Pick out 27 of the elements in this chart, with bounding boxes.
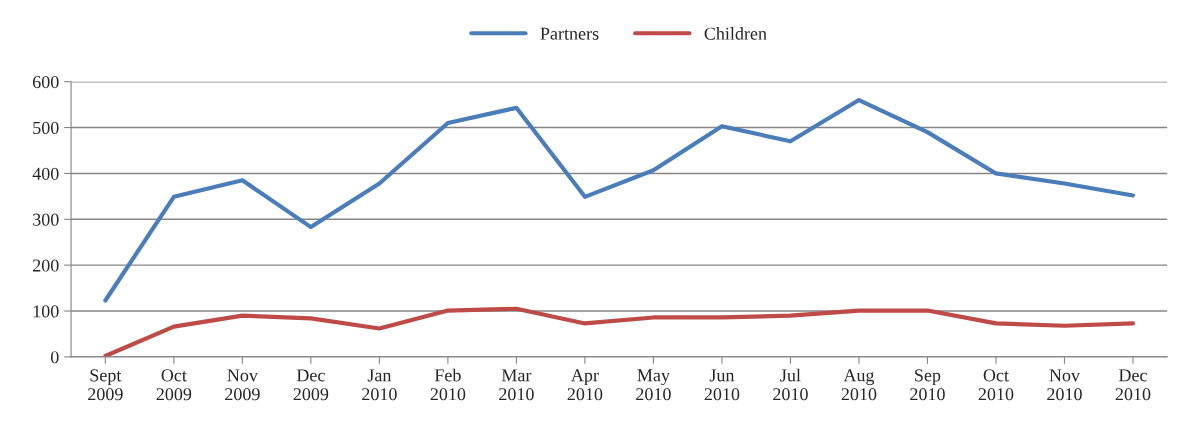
x-tick-label: Mar 2010 — [499, 369, 534, 401]
x-tick-label: Jun 2010 — [704, 369, 740, 401]
line-series — [103, 97, 1136, 303]
legend-label: Partners — [540, 27, 599, 40]
x-tick-label: Jul 2010 — [773, 368, 808, 401]
x-tick-label: Sep 2010 — [910, 369, 945, 401]
y-tick-label: 500 — [33, 121, 59, 135]
y-tick-label: 0 — [50, 351, 59, 364]
x-tick-label: Feb 2010 — [430, 368, 466, 401]
x-tick-label: Dec 2009 — [293, 369, 329, 401]
x-tick-label: Aug 2010 — [841, 369, 877, 401]
y-tick-label: 600 — [32, 75, 59, 89]
x-tick-label: Oct 2010 — [978, 369, 1014, 401]
x-tick-label: Nov 2010 — [1047, 369, 1082, 401]
x-tick-label: Dec 2010 — [1115, 369, 1151, 401]
x-tick-label: Jan 2010 — [362, 369, 397, 401]
y-tick-label: 400 — [32, 167, 59, 180]
x-tick-label: Apr 2010 — [567, 369, 603, 401]
x-tick-label: Oct 2009 — [156, 369, 192, 401]
y-tick-label: 200 — [33, 259, 59, 272]
legend-label: Children — [704, 27, 767, 40]
y-tick-label: 300 — [33, 213, 59, 226]
x-tick-label: May 2010 — [636, 369, 671, 401]
x-tick-label: Sept 2009 — [88, 369, 123, 401]
x-tick-label: Nov 2009 — [225, 369, 260, 401]
y-tick-label: 100 — [33, 305, 59, 318]
line-series — [103, 306, 1136, 357]
